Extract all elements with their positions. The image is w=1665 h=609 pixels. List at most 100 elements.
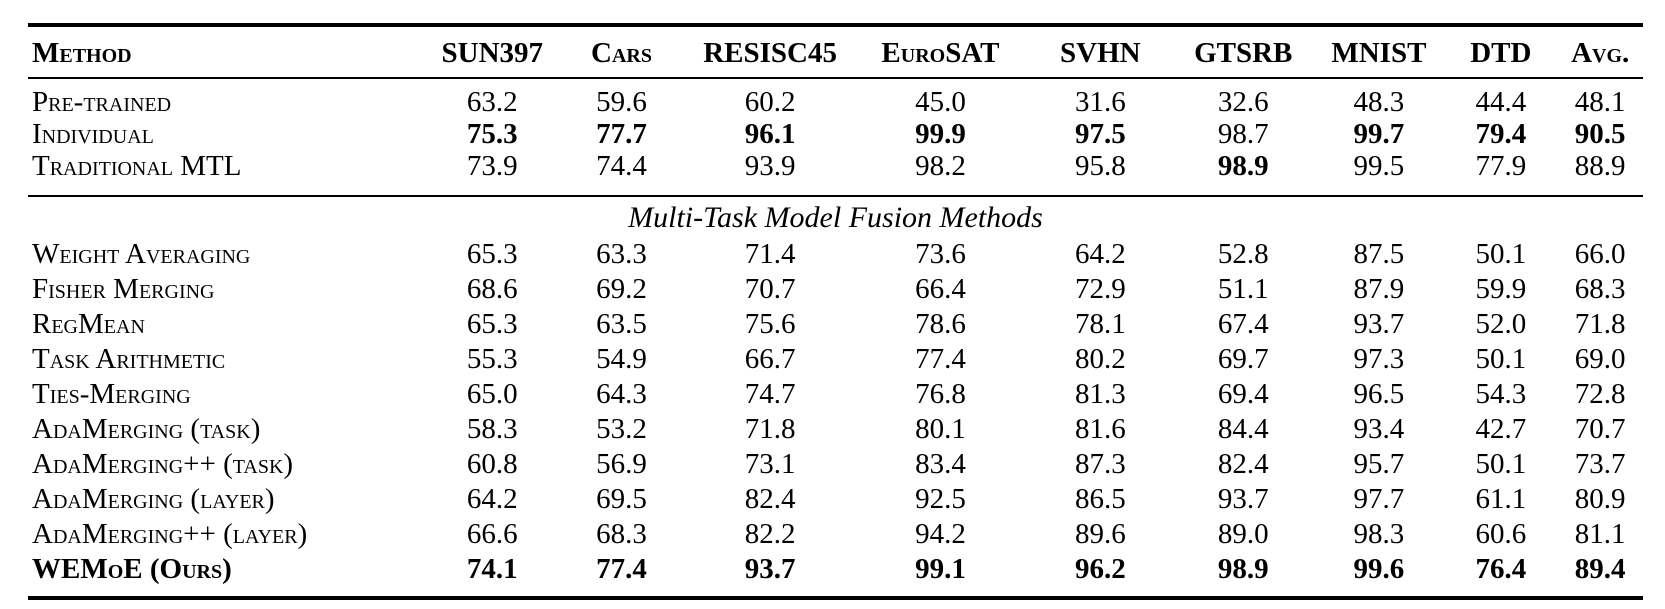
value-cell-avg: 88.9	[1574, 150, 1626, 182]
value-cell-resisc45: 82.4	[744, 483, 796, 515]
value-cell-gtsrb: 52.8	[1217, 238, 1269, 270]
table-row-adamerging-layer: AdaMerging++ (layer) 66.6 68.3 82.2 94.2 89.6…	[28, 517, 1643, 552]
col-header-dtd: DTD	[1444, 25, 1558, 79]
value-cell-resisc45: 70.7	[744, 273, 796, 305]
value-cell-gtsrb: 32.6	[1217, 86, 1269, 118]
col-header-sun397: SUN397	[428, 25, 557, 79]
value-cell-cars: 56.9	[596, 448, 647, 480]
col-header-gtsrb: GTSRB	[1173, 25, 1314, 79]
fusion-rows-body: Multi-Task Model Fusion Methods Weight Av…	[28, 195, 1643, 598]
value-cell-eurosat: 98.2	[915, 150, 966, 182]
col-header-cars: Cars	[556, 25, 687, 79]
value-cell-dtd: 79.4	[1475, 118, 1527, 150]
value-cell-cars: 64.3	[596, 378, 647, 410]
col-header-method: Method	[28, 25, 429, 79]
value-cell-gtsrb: 84.4	[1217, 413, 1269, 445]
value-cell-dtd: 50.1	[1475, 448, 1527, 480]
value-cell-resisc45: 66.7	[744, 343, 796, 375]
value-cell-gtsrb: 67.4	[1217, 308, 1269, 340]
value-cell-mnist: 99.7	[1353, 118, 1405, 150]
value-cell-eurosat: 66.4	[915, 273, 966, 305]
value-cell-cars: 69.5	[596, 483, 647, 515]
value-cell-svhn: 78.1	[1074, 308, 1126, 340]
value-cell-sun397: 58.3	[466, 413, 518, 445]
value-cell-gtsrb: 89.0	[1217, 518, 1269, 550]
value-cell-mnist: 48.3	[1353, 86, 1405, 118]
table-row-traditional-mtl: Traditional MTL 73.9 74.4 93.9 98.2 95.8 98.9 9…	[28, 150, 1643, 196]
method-cell: AdaMerging++ (task)	[32, 448, 294, 480]
col-header-resisc45: RESISC45	[686, 25, 854, 79]
baseline-rows-body: Pre-trained 63.2 59.6 60.2 45.0 31.6 32.6 48.3 4…	[28, 78, 1643, 196]
value-cell-cars: 53.2	[596, 413, 647, 445]
value-cell-resisc45: 73.1	[744, 448, 796, 480]
value-cell-sun397: 65.3	[466, 238, 518, 270]
value-cell-eurosat: 94.2	[915, 518, 966, 550]
value-cell-avg: 72.8	[1574, 378, 1626, 410]
value-cell-sun397: 66.6	[466, 518, 518, 550]
value-cell-eurosat: 78.6	[915, 308, 966, 340]
method-cell: AdaMerging (layer)	[32, 483, 275, 515]
table-row-adamerging-layer: AdaMerging (layer) 64.2 69.5 82.4 92.5 86.5 93…	[28, 482, 1643, 517]
value-cell-avg: 69.0	[1574, 343, 1626, 375]
value-cell-svhn: 87.3	[1074, 448, 1126, 480]
table-row-individual: Individual 75.3 77.7 96.1 99.9 97.5 98.7 99.7 79…	[28, 118, 1643, 150]
col-header-avg: Avg.	[1557, 25, 1643, 79]
value-cell-dtd: 50.1	[1475, 238, 1527, 270]
method-cell: AdaMerging (task)	[32, 413, 261, 445]
col-header-eurosat: EuroSAT	[853, 25, 1028, 79]
value-cell-avg: 66.0	[1574, 238, 1626, 270]
value-cell-dtd: 59.9	[1475, 273, 1527, 305]
value-cell-resisc45: 74.7	[744, 378, 796, 410]
method-cell: Task Arithmetic	[32, 343, 226, 375]
value-cell-cars: 63.5	[596, 308, 647, 340]
value-cell-sun397: 65.3	[466, 308, 518, 340]
value-cell-avg: 89.4	[1574, 553, 1626, 585]
value-cell-cars: 74.4	[596, 150, 647, 182]
method-cell: Pre-trained	[32, 86, 172, 118]
value-cell-sun397: 74.1	[466, 553, 518, 585]
value-cell-dtd: 42.7	[1475, 413, 1527, 445]
value-cell-gtsrb: 69.7	[1217, 343, 1269, 375]
value-cell-cars: 54.9	[596, 343, 647, 375]
value-cell-resisc45: 75.6	[744, 308, 796, 340]
value-cell-sun397: 68.6	[466, 273, 518, 305]
value-cell-mnist: 93.7	[1353, 308, 1405, 340]
value-cell-dtd: 44.4	[1475, 86, 1527, 118]
value-cell-mnist: 99.5	[1353, 150, 1405, 182]
method-cell: Individual	[32, 118, 154, 150]
table-row-adamerging-task: AdaMerging++ (task) 60.8 56.9 73.1 83.4 87.3 8…	[28, 447, 1643, 482]
value-cell-avg: 70.7	[1574, 413, 1626, 445]
value-cell-dtd: 50.1	[1475, 343, 1527, 375]
table-row-weight-averaging: Weight Averaging 65.3 63.3 71.4 73.6 64.2 52.8…	[28, 237, 1643, 272]
value-cell-mnist: 87.5	[1353, 238, 1405, 270]
value-cell-svhn: 86.5	[1074, 483, 1126, 515]
value-cell-dtd: 54.3	[1475, 378, 1527, 410]
value-cell-mnist: 96.5	[1353, 378, 1405, 410]
value-cell-cars: 77.7	[596, 118, 647, 150]
results-table: Method SUN397 Cars RESISC45 EuroSAT SVHN GTSRB…	[28, 23, 1643, 600]
value-cell-mnist: 97.7	[1353, 483, 1405, 515]
value-cell-mnist: 95.7	[1353, 448, 1405, 480]
value-cell-resisc45: 96.1	[744, 118, 796, 150]
value-cell-sun397: 55.3	[466, 343, 518, 375]
value-cell-mnist: 97.3	[1353, 343, 1405, 375]
value-cell-mnist: 98.3	[1353, 518, 1405, 550]
table-row-adamerging-task: AdaMerging (task) 58.3 53.2 71.8 80.1 81.6 84.…	[28, 412, 1643, 447]
method-cell: Ties-Merging	[32, 378, 191, 410]
value-cell-avg: 80.9	[1574, 483, 1626, 515]
method-cell: AdaMerging++ (layer)	[32, 518, 308, 550]
table-row-wemoe-ours: WEMoE (Ours) 74.1 77.4 93.7 99.1 96.2 98.9 99.6…	[28, 552, 1643, 598]
value-cell-mnist: 93.4	[1353, 413, 1405, 445]
value-cell-dtd: 61.1	[1475, 483, 1527, 515]
value-cell-gtsrb: 69.4	[1217, 378, 1269, 410]
value-cell-dtd: 60.6	[1475, 518, 1527, 550]
value-cell-avg: 81.1	[1574, 518, 1626, 550]
method-cell: Fisher Merging	[32, 273, 215, 305]
table-row-fisher-merging: Fisher Merging 68.6 69.2 70.7 66.4 72.9 51.1 87…	[28, 272, 1643, 307]
value-cell-cars: 69.2	[596, 273, 647, 305]
value-cell-gtsrb: 82.4	[1217, 448, 1269, 480]
value-cell-sun397: 60.8	[466, 448, 518, 480]
value-cell-svhn: 89.6	[1074, 518, 1126, 550]
value-cell-svhn: 72.9	[1074, 273, 1126, 305]
value-cell-mnist: 87.9	[1353, 273, 1405, 305]
